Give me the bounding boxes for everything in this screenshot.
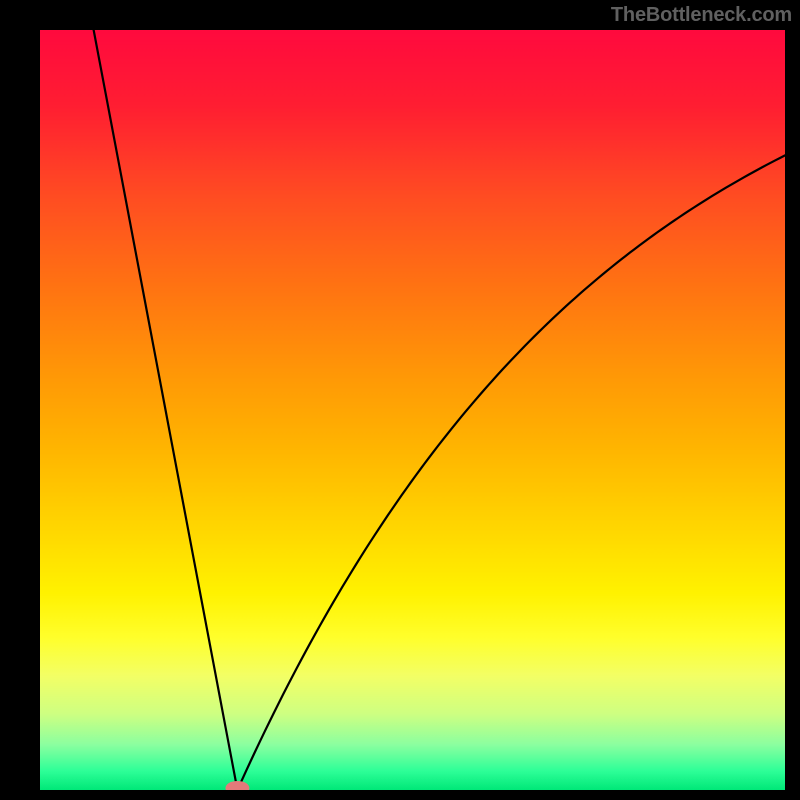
chart-overlay [40, 30, 785, 790]
valley-marker [225, 781, 249, 790]
watermark-text: TheBottleneck.com [611, 4, 792, 27]
chart-plot-area [40, 30, 785, 790]
bottleneck-curve [94, 30, 785, 790]
